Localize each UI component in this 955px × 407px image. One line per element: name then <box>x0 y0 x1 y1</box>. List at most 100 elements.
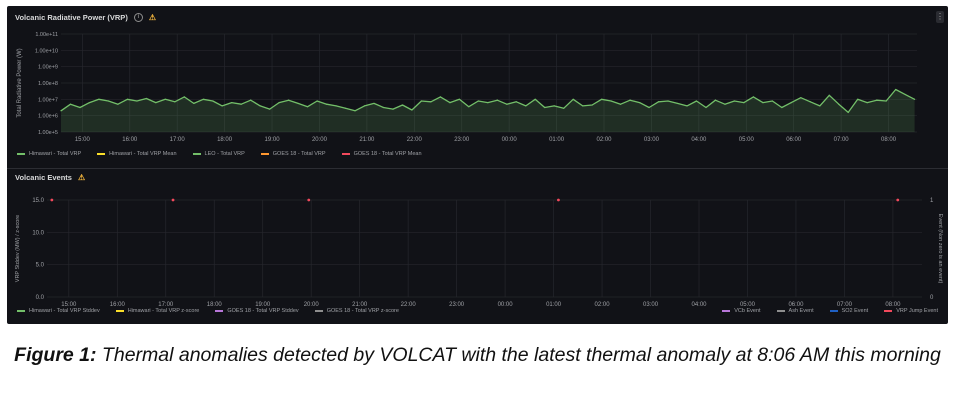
figure-caption: Figure 1: Thermal anomalies detected by … <box>0 344 955 367</box>
vrp-data-point <box>344 107 347 109</box>
events-legend-item[interactable]: Himawari - Total VRP z-score <box>115 308 199 314</box>
vrp-data-point <box>667 100 669 102</box>
vrp-jump-event-point <box>50 198 54 202</box>
x-tick-label: 08:00 <box>885 302 901 308</box>
x-tick-label: 03:00 <box>644 137 660 143</box>
legend-label: VCb Event <box>734 308 761 314</box>
vrp-data-point <box>819 105 821 107</box>
vrp-chart[interactable]: 1.00e+5 1.00e+6 1.00e+7 1.00e+8 1.00e+9 1.00e… <box>7 6 948 168</box>
vrp-data-point <box>288 99 290 101</box>
vrp-data-point <box>98 98 100 100</box>
legend-swatch <box>776 310 785 312</box>
vrp-data-point <box>629 99 631 101</box>
events-panel-title-text: Volcanic Events <box>15 173 72 182</box>
warning-icon[interactable]: ⚠ <box>77 173 86 182</box>
events-legend-item[interactable]: VRP Jump Event <box>884 308 938 314</box>
vrp-data-point <box>582 105 584 107</box>
vrp-data-point <box>269 108 271 110</box>
vrp-data-point <box>752 96 754 98</box>
y-axis-label: Total Radiative Power (W) <box>17 48 23 117</box>
vrp-data-point <box>648 106 650 109</box>
x-tick-label: 04:00 <box>692 302 708 308</box>
vrp-data-point <box>250 99 252 101</box>
vrp-data-point <box>506 103 508 105</box>
legend-swatch <box>341 153 350 155</box>
x-tick-label: 23:00 <box>449 302 465 308</box>
x-tick-label: 03:00 <box>643 302 659 308</box>
vrp-jump-event-point <box>307 198 311 202</box>
x-tick-label: 01:00 <box>546 302 562 308</box>
vrp-legend-item[interactable]: GOES 18 - Total VRP <box>260 151 326 157</box>
events-chart[interactable]: 0.0 5.0 10.0 15.0 15:00 16:00 17:00 18:00 19:00 2… <box>7 169 948 324</box>
vrp-jump-event-point <box>171 198 175 202</box>
x-tick-label: 15:00 <box>75 137 91 143</box>
events-legend-item[interactable]: Himawari - Total VRP Stddev <box>17 308 100 314</box>
vrp-jump-event-point <box>557 198 560 202</box>
vrp-data-point <box>790 102 792 104</box>
events-panel-title[interactable]: Volcanic Events ⚠ <box>15 173 85 182</box>
vrp-data-point <box>468 106 470 108</box>
x-tick-label: 17:00 <box>158 302 174 308</box>
vrp-legend-item[interactable]: LEO - Total VRP <box>192 151 245 157</box>
x-tick-label: 00:00 <box>502 137 518 143</box>
legend-label: GOES 18 - Total VRP z-score <box>326 308 399 314</box>
vrp-legend-item[interactable]: GOES 18 - Total VRP Mean <box>341 151 422 157</box>
y-tick-label: 1.00e+11 <box>35 32 58 38</box>
events-legend-item[interactable]: Ash Event <box>776 308 814 314</box>
vrp-data-point <box>363 105 366 107</box>
x-tick-label: 20:00 <box>304 302 320 308</box>
info-icon[interactable]: i <box>133 13 143 22</box>
vrp-data-point <box>762 102 764 104</box>
x-tick-label: 19:00 <box>265 137 281 143</box>
vrp-data-point <box>164 98 166 100</box>
vrp-data-point <box>914 98 916 100</box>
y-tick-label: 5.0 <box>36 263 45 269</box>
x-tick-label: 06:00 <box>786 137 802 143</box>
vrp-data-point <box>714 99 717 101</box>
vrp-data-point <box>174 101 176 103</box>
vrp-data-point <box>221 105 223 107</box>
vrp-legend-item[interactable]: Himawari - Total VRP <box>17 151 81 157</box>
events-legend-item[interactable]: GOES 18 - Total VRP z-score <box>314 308 399 314</box>
vrp-data-point <box>60 110 62 112</box>
vrp-data-point <box>145 97 147 100</box>
vrp-data-point <box>563 107 565 109</box>
warning-icon[interactable]: ⚠ <box>148 13 156 22</box>
vrp-data-point <box>771 100 773 102</box>
vrp-data-point <box>88 102 91 104</box>
vrp-data-point <box>876 99 878 101</box>
events-legend-item[interactable]: VCb Event <box>722 308 761 314</box>
panel-menu-icon[interactable]: ⋮ <box>936 11 944 23</box>
vrp-data-point <box>477 100 479 102</box>
vrp-data-point <box>335 105 337 107</box>
y2-tick-label: 1 <box>930 198 934 204</box>
vrp-data-point <box>401 104 404 106</box>
events-legend-item[interactable]: GOES 18 - Total VRP Stddev <box>215 308 299 314</box>
vrp-data-point <box>724 103 726 105</box>
x-tick-label: 05:00 <box>740 302 756 308</box>
x-tick-label: 19:00 <box>255 302 271 308</box>
legend-label: Himawari - Total VRP Stddev <box>29 308 100 314</box>
legend-swatch <box>17 310 25 312</box>
vrp-data-point <box>638 102 641 104</box>
vrp-jump-event-point <box>896 198 900 202</box>
vrp-data-point <box>838 103 840 105</box>
vrp-data-point <box>601 98 603 100</box>
events-legend-item[interactable]: SO2 Event <box>829 308 868 314</box>
vrp-data-point <box>496 99 498 101</box>
vrp-data-point <box>392 108 394 110</box>
vrp-data-point <box>904 93 906 96</box>
legend-label: GOES 18 - Total VRP Mean <box>353 151 422 157</box>
vrp-data-point <box>781 106 783 109</box>
x-tick-label: 02:00 <box>595 302 611 308</box>
legend-label: Himawari - Total VRP Mean <box>109 151 177 157</box>
vrp-data-point <box>259 105 261 107</box>
legend-label: GOES 18 - Total VRP Stddev <box>227 308 299 314</box>
vrp-data-point <box>800 97 802 99</box>
vrp-data-point <box>809 101 811 103</box>
vrp-data-point <box>572 98 574 100</box>
vrp-data-point <box>297 102 299 105</box>
legend-swatch <box>215 310 224 312</box>
vrp-legend-item[interactable]: Himawari - Total VRP Mean <box>97 151 177 157</box>
vrp-panel-title[interactable]: Volcanic Radiative Power (VRP) i ⚠ <box>15 13 156 22</box>
